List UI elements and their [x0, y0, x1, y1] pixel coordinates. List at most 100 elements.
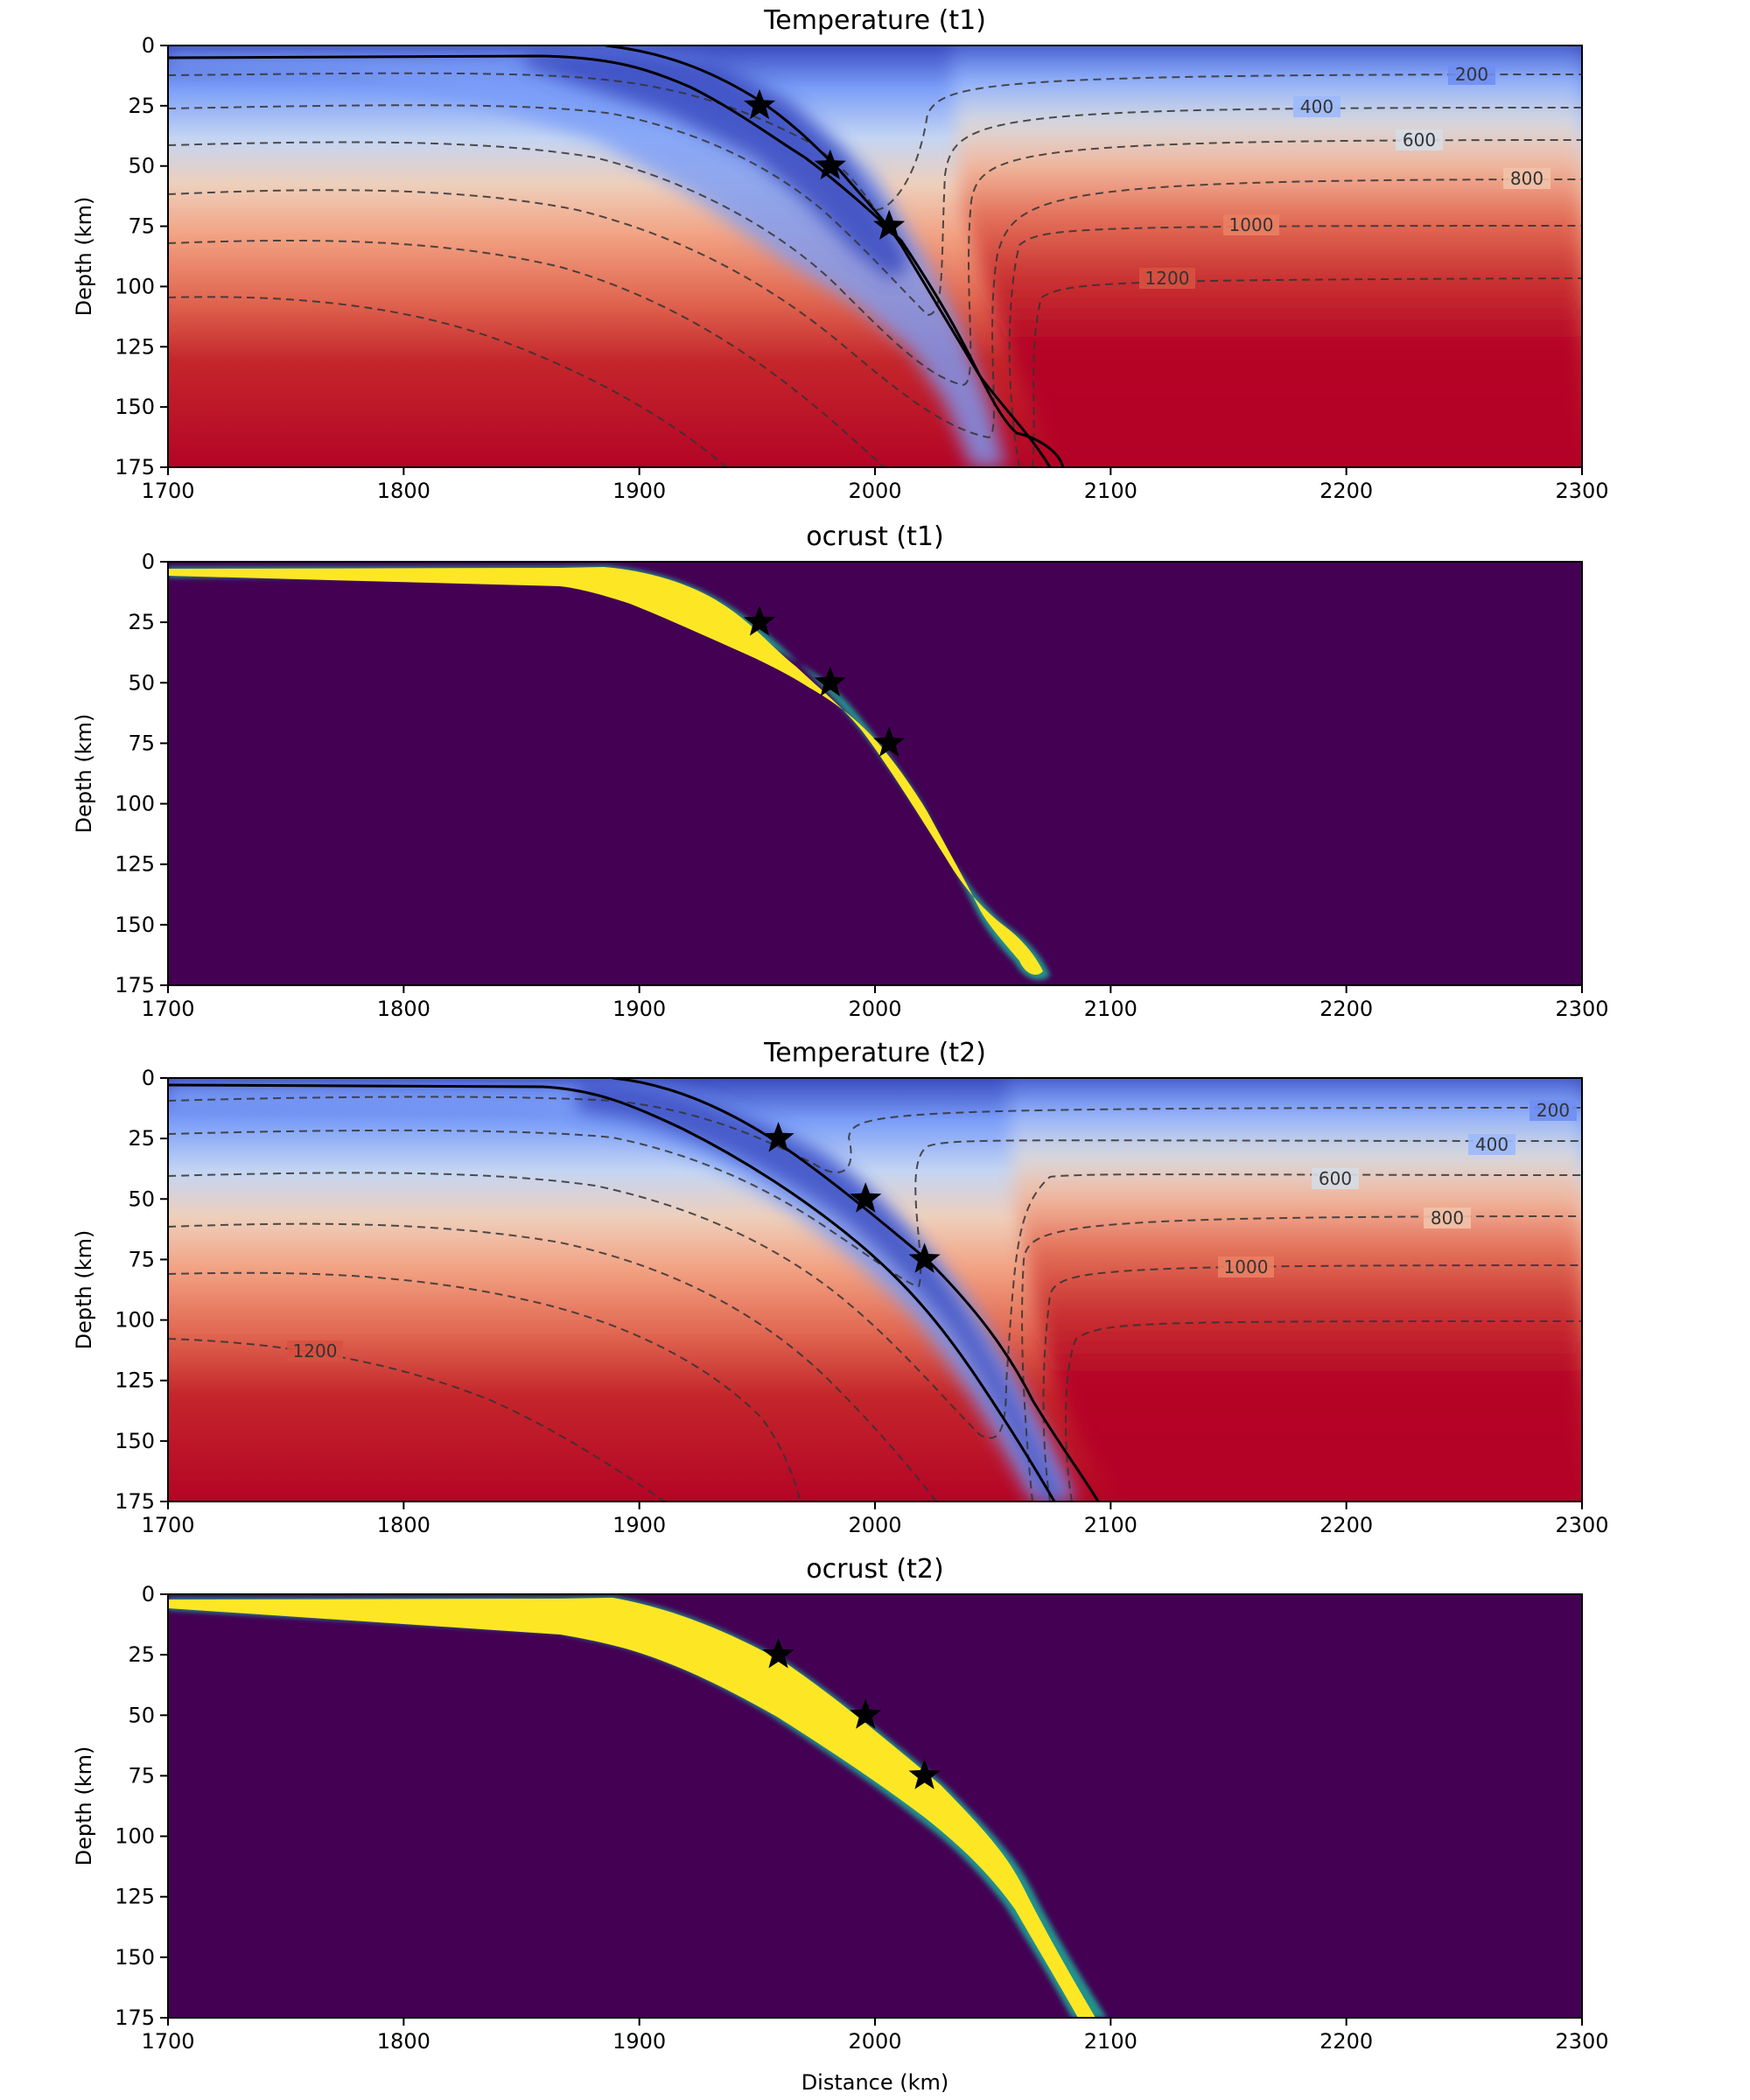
panel-title: ocrust (t1)	[806, 522, 943, 552]
x-tick-label: 2000	[848, 1513, 901, 1537]
y-tick-label: 75	[128, 214, 155, 239]
panel-temperature-t2: 200 400 600 800 1000 1200 Temperature (t…	[72, 1038, 1609, 1537]
star-marker	[744, 88, 776, 120]
x-tick-label: 2200	[1320, 1513, 1373, 1537]
x-tick-label: 1900	[612, 2029, 666, 2054]
x-tick-label: 2000	[848, 997, 901, 1021]
y-tick-label: 150	[115, 913, 155, 937]
y-tick-label: 75	[128, 731, 155, 755]
contour-label: 600	[1403, 130, 1436, 150]
panel-title: ocrust (t2)	[806, 1554, 943, 1585]
contour-label: 1200	[293, 1340, 338, 1362]
ocrust-t1-field	[168, 562, 1582, 985]
x-tick-label: 2100	[1084, 1513, 1138, 1537]
x-axis-title: Distance (km)	[802, 2070, 949, 2095]
contour-label: 200	[1536, 1100, 1570, 1121]
x-tick-label: 1800	[377, 2029, 430, 2054]
x-tick-label: 2300	[1555, 1513, 1608, 1537]
x-tick-label: 2000	[848, 479, 901, 503]
star-marker	[873, 726, 906, 757]
y-tick-label: 100	[115, 1308, 155, 1333]
star-marker	[762, 1638, 794, 1669]
y-tick-label: 25	[128, 1126, 155, 1151]
y-tick-label: 150	[115, 1945, 155, 1970]
x-tick-label: 2300	[1555, 997, 1608, 1021]
y-tick-label: 125	[115, 1885, 155, 1909]
star-marker	[744, 606, 776, 636]
star-marker	[908, 1759, 941, 1789]
y-tick-label: 0	[142, 1066, 155, 1090]
y-tick-label: 175	[115, 1489, 155, 1514]
x-tick-label: 1900	[612, 997, 666, 1021]
y-tick-label: 50	[128, 1703, 155, 1727]
y-tick-label: 100	[115, 1824, 155, 1849]
star-marker	[850, 1182, 882, 1213]
x-tick-label: 2200	[1320, 2029, 1373, 2054]
contour-label: 200	[1455, 64, 1488, 85]
x-tick-label: 1900	[612, 479, 666, 503]
y-tick-label: 100	[115, 792, 155, 816]
y-tick-label: 25	[128, 1642, 155, 1667]
y-tick-label: 75	[128, 1763, 155, 1788]
temperature-t2-field: 200 400 600 800 1000 1200	[168, 1078, 1582, 1502]
contour-label: 1000	[1229, 214, 1274, 235]
y-tick-label: 50	[128, 1186, 155, 1211]
y-tick-label: 150	[115, 1429, 155, 1453]
star-marker	[762, 1122, 794, 1152]
x-tick-label: 1700	[141, 2029, 194, 2054]
y-axis-title: Depth (km)	[72, 197, 96, 317]
y-tick-label: 175	[115, 455, 155, 480]
y-tick-label: 75	[128, 1247, 155, 1271]
y-tick-label: 50	[128, 670, 155, 695]
star-marker	[814, 666, 846, 696]
panel-ocrust-t1: ocrust (t1) Depth (km) 1700 1800 1900 2000 2…	[72, 522, 1609, 1021]
contour-label: 400	[1475, 1134, 1508, 1155]
x-tick-label: 2300	[1555, 2029, 1608, 2054]
contour-label: 800	[1510, 168, 1544, 189]
y-tick-label: 125	[115, 852, 155, 877]
y-axis-title: Depth (km)	[72, 1746, 96, 1866]
contour-label: 400	[1300, 96, 1334, 117]
x-tick-label: 1700	[141, 1513, 194, 1537]
x-tick-label: 2000	[848, 2029, 901, 2054]
star-marker	[873, 209, 906, 240]
ocrust-t2-field	[168, 1594, 1582, 2018]
contour-label: 1000	[1224, 1256, 1269, 1278]
panel-temperature-t1: 200 400 600 800 1000 1200 Temperature (t…	[72, 5, 1609, 503]
x-tick-label: 1700	[141, 997, 194, 1021]
x-tick-label: 1800	[377, 1513, 430, 1537]
y-tick-label: 0	[142, 33, 155, 58]
x-tick-label: 1800	[377, 997, 430, 1021]
y-tick-label: 150	[115, 395, 155, 419]
x-tick-label: 1700	[141, 479, 194, 503]
y-tick-label: 50	[128, 154, 155, 178]
y-tick-label: 125	[115, 1368, 155, 1393]
y-tick-label: 0	[142, 1582, 155, 1606]
y-axis-title: Depth (km)	[72, 714, 96, 834]
star-marker	[850, 1698, 882, 1729]
x-tick-label: 2200	[1320, 997, 1373, 1021]
panel-title: Temperature (t2)	[763, 1038, 986, 1068]
temperature-t1-field: 200 400 600 800 1000 1200	[168, 46, 1582, 467]
y-tick-label: 125	[115, 334, 155, 359]
panel-title: Temperature (t1)	[763, 5, 986, 36]
star-marker	[908, 1242, 941, 1273]
x-tick-label: 2100	[1084, 997, 1138, 1021]
contour-label: 1200	[1145, 268, 1190, 289]
y-axis-title: Depth (km)	[72, 1230, 96, 1350]
x-tick-label: 2100	[1084, 2029, 1138, 2054]
star-marker	[814, 149, 846, 180]
contour-label: 600	[1319, 1168, 1352, 1189]
y-tick-label: 175	[115, 973, 155, 998]
x-tick-label: 2200	[1320, 479, 1373, 503]
y-tick-label: 0	[142, 550, 155, 574]
x-tick-label: 1900	[612, 1513, 666, 1537]
x-tick-label: 1800	[377, 479, 430, 503]
y-tick-label: 25	[128, 610, 155, 634]
y-tick-label: 25	[128, 94, 155, 118]
y-tick-label: 175	[115, 2006, 155, 2030]
y-tick-label: 100	[115, 274, 155, 298]
contour-label: 800	[1431, 1208, 1464, 1228]
panel-ocrust-t2: ocrust (t2) Depth (km) Distance (km) 170…	[72, 1554, 1609, 2095]
